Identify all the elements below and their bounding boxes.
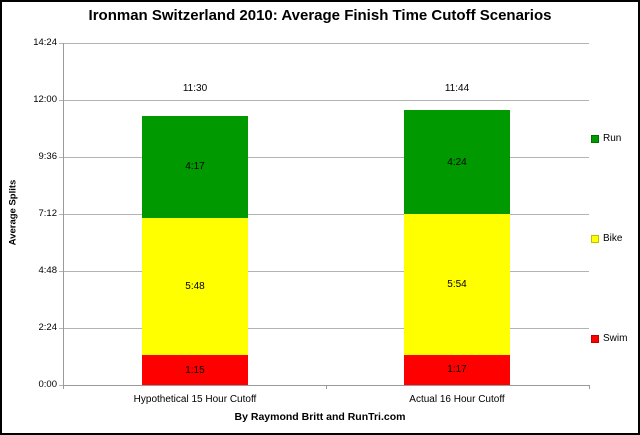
y-axis-title: Average Splits	[7, 179, 19, 246]
legend-label: Bike	[603, 233, 623, 244]
y-tick-label: 14:24	[33, 37, 57, 48]
y-tick-label: 4:48	[38, 265, 58, 276]
x-category-label: Actual 16 Hour Cutoff	[409, 394, 505, 405]
y-axis-line	[63, 43, 64, 385]
bar-segment-swim: 1:17	[404, 354, 510, 385]
y-tick-label: 0:00	[38, 379, 58, 390]
bar-segment-swim: 1:15	[142, 355, 248, 385]
gridline	[59, 214, 589, 215]
legend-label: Run	[603, 133, 622, 144]
legend-entry-bike: Bike	[591, 233, 622, 244]
y-tick-label: 7:12	[38, 208, 58, 219]
legend-swatch-icon	[591, 334, 599, 343]
footer-credit: By Raymond Britt and RunTri.com	[234, 411, 406, 423]
bar-segment-bike: 5:54	[404, 214, 510, 355]
x-axis-tick	[326, 385, 327, 389]
bar-total-label: 11:30	[182, 83, 208, 94]
gridline	[59, 43, 589, 44]
x-category-label: Hypothetical 15 Hour Cutoff	[133, 394, 257, 405]
gridline	[59, 328, 589, 329]
gridline	[59, 157, 589, 158]
bar-segment-run: 4:17	[142, 115, 248, 218]
gridline	[59, 100, 589, 101]
bar-segment-run: 4:24	[404, 109, 510, 215]
chart-title: Ironman Switzerland 2010: Average Finish…	[88, 7, 552, 24]
y-tick-label: 9:36	[38, 151, 58, 162]
x-axis-tick	[589, 385, 590, 389]
y-tick-label: 2:24	[38, 322, 58, 333]
bar-segment-bike: 5:48	[142, 217, 248, 356]
legend-label: Swim	[603, 333, 628, 344]
x-axis-tick	[63, 385, 64, 389]
y-tick-label: 12:00	[33, 94, 57, 105]
legend-swatch-icon	[591, 234, 599, 243]
legend-entry-swim: Swim	[591, 333, 627, 344]
legend-swatch-icon	[591, 134, 599, 143]
gridline	[59, 271, 589, 272]
bar-total-label: 11:44	[444, 83, 470, 94]
legend-entry-run: Run	[591, 133, 621, 144]
